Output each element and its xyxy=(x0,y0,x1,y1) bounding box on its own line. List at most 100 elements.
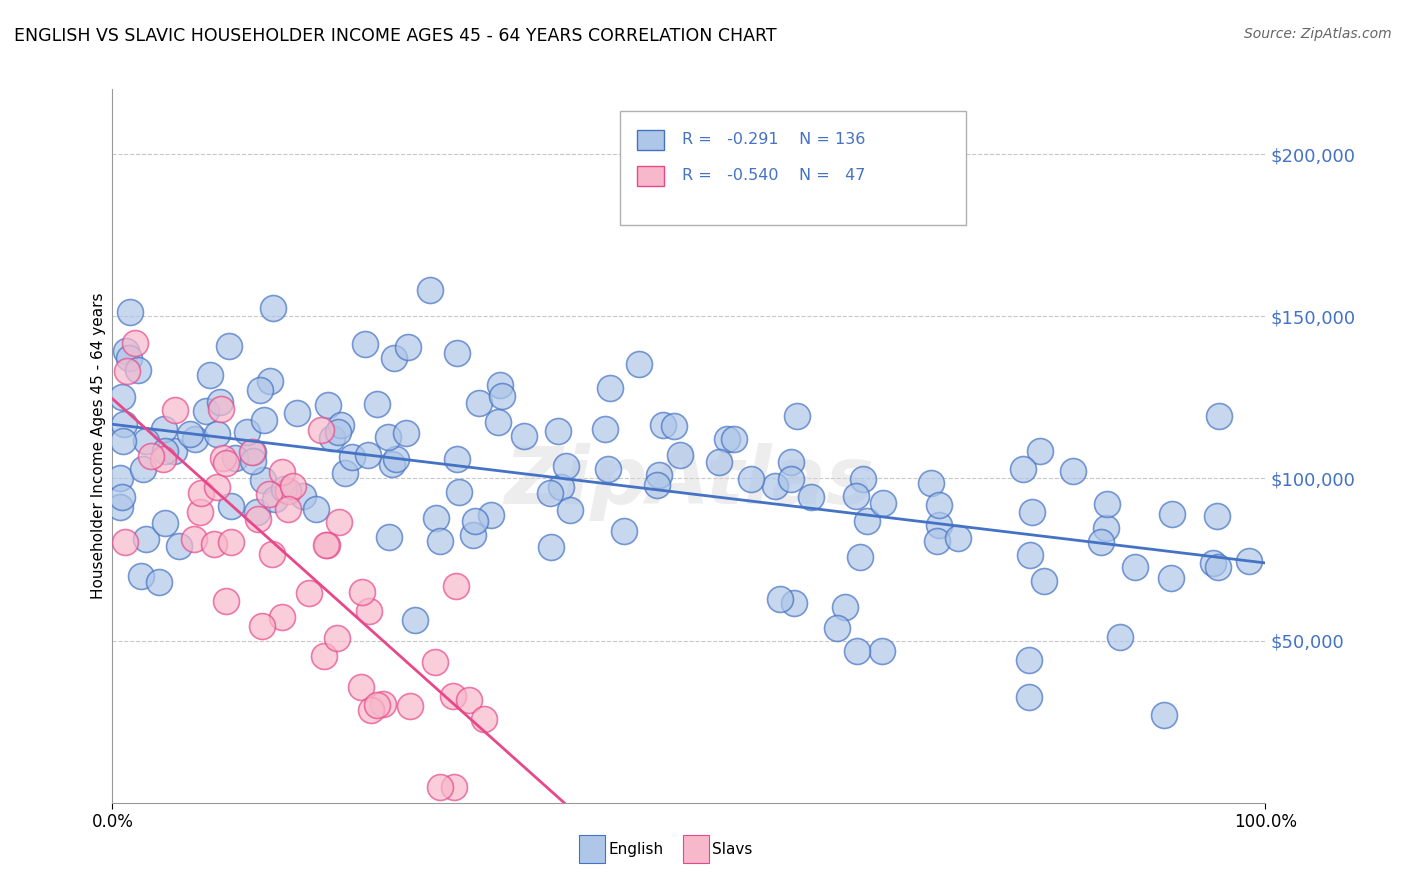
Text: ZipAtlas: ZipAtlas xyxy=(503,442,875,521)
Point xyxy=(1205,509,1227,524)
Point xyxy=(769,591,792,606)
Point xyxy=(148,574,170,589)
Point xyxy=(179,427,201,442)
Point xyxy=(443,780,465,794)
Point xyxy=(928,517,950,532)
FancyBboxPatch shape xyxy=(683,835,709,863)
Point xyxy=(120,305,142,319)
Point xyxy=(153,516,176,531)
Text: Slavs: Slavs xyxy=(711,842,752,856)
Point xyxy=(613,524,636,538)
Point xyxy=(221,535,243,549)
Point xyxy=(709,454,731,468)
Point xyxy=(271,609,294,624)
Point xyxy=(464,514,486,528)
Point xyxy=(627,357,650,371)
Point xyxy=(1201,556,1223,570)
Point xyxy=(333,466,356,480)
Point xyxy=(1160,507,1182,521)
Point xyxy=(446,579,468,593)
Point xyxy=(321,431,343,445)
Point xyxy=(135,532,157,546)
Point xyxy=(716,432,738,446)
Point xyxy=(723,432,745,446)
Point xyxy=(124,335,146,350)
Point xyxy=(404,613,426,627)
Point xyxy=(115,364,138,378)
Point xyxy=(780,472,803,486)
Point xyxy=(1018,690,1040,704)
Point xyxy=(1108,630,1130,644)
Point xyxy=(315,538,337,552)
Point xyxy=(872,496,894,510)
Point xyxy=(449,485,471,500)
Point xyxy=(423,655,446,669)
FancyBboxPatch shape xyxy=(620,111,966,225)
Point xyxy=(468,396,491,410)
Point xyxy=(198,368,221,382)
Text: Source: ZipAtlas.com: Source: ZipAtlas.com xyxy=(1244,27,1392,41)
Point xyxy=(108,500,131,514)
Point xyxy=(538,486,561,500)
Point xyxy=(167,539,190,553)
Point xyxy=(281,479,304,493)
Point xyxy=(547,425,569,439)
Point xyxy=(277,502,299,516)
Text: ENGLISH VS SLAVIC HOUSEHOLDER INCOME AGES 45 - 64 YEARS CORRELATION CHART: ENGLISH VS SLAVIC HOUSEHOLDER INCOME AGE… xyxy=(14,27,776,45)
Point xyxy=(377,430,399,444)
Point xyxy=(211,451,233,466)
Point xyxy=(1090,534,1112,549)
Point xyxy=(359,604,381,618)
Point xyxy=(652,417,675,432)
Point xyxy=(381,457,404,471)
Point xyxy=(112,434,135,449)
Point xyxy=(357,448,380,462)
Point xyxy=(252,473,274,487)
Point xyxy=(1021,505,1043,519)
Point xyxy=(378,530,401,544)
Point xyxy=(1123,559,1146,574)
Point xyxy=(111,490,134,504)
Point xyxy=(219,500,242,514)
Point xyxy=(479,508,502,523)
Point xyxy=(852,472,875,486)
Point xyxy=(780,455,803,469)
Point xyxy=(540,540,562,554)
Point xyxy=(920,476,942,491)
Point xyxy=(209,395,232,409)
Point xyxy=(250,619,273,633)
Point xyxy=(740,472,762,486)
Point xyxy=(799,490,821,504)
Point xyxy=(763,479,786,493)
Point xyxy=(205,427,228,442)
Point xyxy=(112,417,135,431)
Point xyxy=(240,445,263,459)
Point xyxy=(855,515,877,529)
Point xyxy=(1032,574,1054,588)
Point xyxy=(1097,498,1119,512)
Point xyxy=(352,585,374,599)
Point xyxy=(129,569,152,583)
Point xyxy=(1208,409,1230,423)
Point xyxy=(948,531,970,545)
Point xyxy=(399,698,422,713)
Point xyxy=(429,780,451,794)
Point xyxy=(845,489,868,503)
FancyBboxPatch shape xyxy=(637,166,665,186)
Point xyxy=(311,423,333,437)
Point xyxy=(1018,548,1040,562)
Point xyxy=(595,422,617,436)
Point xyxy=(152,421,174,435)
Point xyxy=(647,478,669,492)
Point xyxy=(202,537,225,551)
Point xyxy=(350,680,373,694)
Point xyxy=(247,512,270,526)
Point xyxy=(845,643,868,657)
Point xyxy=(259,374,281,388)
Point xyxy=(188,504,211,518)
Point xyxy=(555,458,578,473)
Point xyxy=(1237,554,1260,568)
Point xyxy=(218,339,240,353)
Point xyxy=(928,498,950,512)
Point xyxy=(596,462,619,476)
